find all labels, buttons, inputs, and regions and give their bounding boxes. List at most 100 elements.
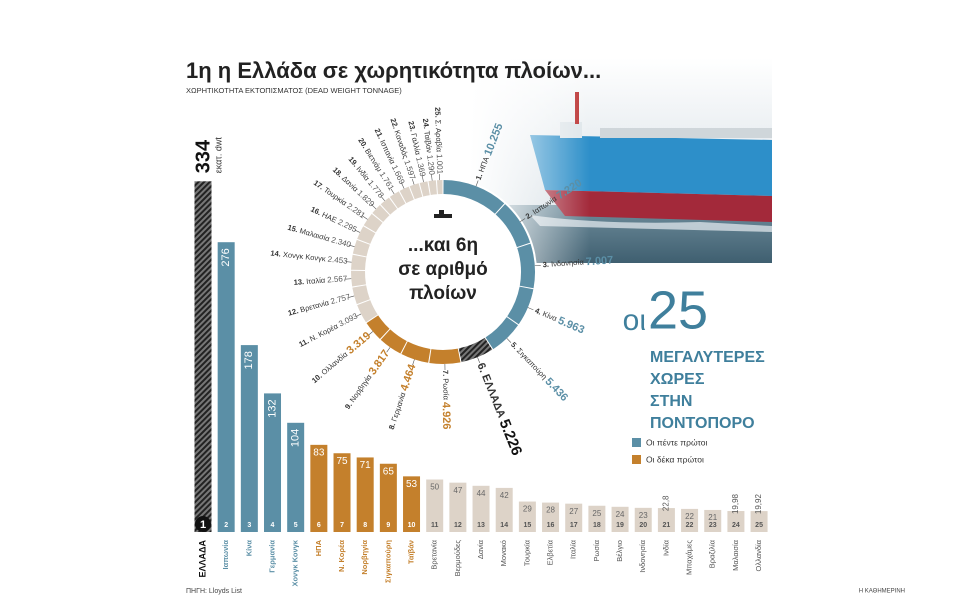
value-label: 71 xyxy=(360,460,372,471)
donut-rank: 24. xyxy=(421,118,431,129)
bar xyxy=(472,485,490,532)
category-label: ΗΠΑ xyxy=(314,539,323,556)
donut-category: Ταϊβάν xyxy=(422,130,434,153)
legend-swatch xyxy=(632,438,641,447)
value-label: 334 xyxy=(192,139,214,173)
rank-label: 14 xyxy=(500,522,508,529)
donut-rank: 2. xyxy=(524,210,534,221)
donut-rank: 22. xyxy=(389,117,401,130)
donut-rank: 25. xyxy=(433,107,442,118)
value-label: 27 xyxy=(569,507,578,516)
headline-line: ΣΤΗΝ xyxy=(650,393,692,410)
legend-label: Οι δέκα πρώτοι xyxy=(646,454,704,464)
donut-segment xyxy=(380,197,398,215)
bar xyxy=(379,463,397,532)
leader-line xyxy=(348,244,355,247)
leader-line xyxy=(421,176,424,183)
bar xyxy=(356,457,374,532)
donut-segment xyxy=(357,300,378,323)
category-label: Νορβηγία xyxy=(360,540,369,575)
donut-category: Ρωσία xyxy=(441,378,450,400)
value-label: 47 xyxy=(453,486,462,495)
donut-value: 1.290 xyxy=(425,154,436,175)
leader-line xyxy=(354,229,361,233)
category-label: Βέλγιο xyxy=(615,540,624,562)
rank-label: 22 xyxy=(686,522,694,529)
bar xyxy=(449,482,467,532)
rank-label: 7 xyxy=(340,522,344,529)
leader-line xyxy=(368,331,373,336)
donut-value: 2.567 xyxy=(327,274,348,284)
leader-line xyxy=(380,195,385,201)
leader-line xyxy=(390,188,395,195)
rank-label: 19 xyxy=(616,522,624,529)
rank-label: 1 xyxy=(200,519,206,531)
rank-label: 10 xyxy=(408,522,416,529)
value-label: 104 xyxy=(290,429,302,447)
source: ΠΗΓΗ: Lloyds List xyxy=(186,588,242,595)
bar xyxy=(495,487,513,532)
category-label: Μπαχάμες xyxy=(685,540,694,575)
rank-label: 23 xyxy=(709,522,717,529)
donut-rank: 8. xyxy=(387,422,398,431)
value-label: 21 xyxy=(708,513,717,522)
donut-rank: 15. xyxy=(287,223,300,235)
donut-segment xyxy=(389,191,406,209)
donut-rank: 11. xyxy=(297,336,310,349)
category-label: Ινδία xyxy=(661,539,670,556)
rank-label: 25 xyxy=(755,522,763,529)
category-label: Δανία xyxy=(476,539,485,559)
category-label: Ν. Κορέα xyxy=(337,540,346,572)
donut-label: 7. Ρωσία 4.926 xyxy=(439,370,452,430)
donut-segment xyxy=(495,204,531,248)
donut-label: 13. Ιταλία 2.567 xyxy=(293,274,348,287)
bar xyxy=(264,393,282,532)
value-label: 29 xyxy=(523,505,532,514)
donut-segment xyxy=(366,315,390,339)
bar xyxy=(403,476,421,532)
donut-segment xyxy=(429,348,461,364)
donut-segment xyxy=(485,317,519,350)
legend-label: Οι πέντε πρώτοι xyxy=(646,437,707,447)
donut-value: 2.453 xyxy=(327,255,348,266)
rank-label: 3 xyxy=(247,522,251,529)
donut-segment xyxy=(363,213,383,233)
value-label: 25 xyxy=(592,509,601,518)
leader-line xyxy=(475,180,479,187)
category-label: Ιαπωνία xyxy=(221,540,230,570)
donut-rank: 23. xyxy=(406,120,417,132)
value-label: 65 xyxy=(383,466,395,477)
donut-rank: 6. xyxy=(475,361,490,374)
donut-rank: 1. xyxy=(474,172,485,181)
rank-label: 8 xyxy=(363,522,367,529)
bar xyxy=(565,503,583,532)
category-label: Τουρκία xyxy=(522,539,531,566)
category-label: Γερμανία xyxy=(267,540,276,573)
donut-segment xyxy=(409,183,423,200)
rank-label: 21 xyxy=(663,522,671,529)
value-label: 42 xyxy=(500,491,509,500)
value-label: 23 xyxy=(639,511,648,520)
donut-segment xyxy=(352,285,370,305)
bar xyxy=(681,508,699,532)
donut-rank: 13. xyxy=(293,277,304,287)
rank-label: 24 xyxy=(732,522,740,529)
donut-category: Σ. Αραβία xyxy=(434,120,444,153)
donut-label: 3. Ινδονησία 7.007 xyxy=(542,254,613,271)
rank-label: 18 xyxy=(593,522,601,529)
bar xyxy=(333,453,351,532)
subtitle: ΧΩΡΗΤΙΚΟΤΗΤΑ ΕΚΤΟΠΙΣΜΑΤΟΣ (DEAD WEIGHT T… xyxy=(186,86,402,95)
donut-label: 24. Ταϊβάν 1.290 xyxy=(421,118,437,176)
donut-rank: 16. xyxy=(309,205,322,218)
leader-line xyxy=(348,295,355,298)
rank-label: 6 xyxy=(317,522,321,529)
bar xyxy=(518,501,536,532)
legend-swatch xyxy=(632,455,641,464)
donut-segment xyxy=(507,286,534,325)
donut-segment xyxy=(357,226,376,244)
headline-line: ΠΟΝΤΟΠΟΡΟ xyxy=(650,415,755,432)
donut-segment xyxy=(380,329,407,354)
category-label: Ελβετία xyxy=(546,539,555,565)
ship-photo xyxy=(470,58,772,263)
